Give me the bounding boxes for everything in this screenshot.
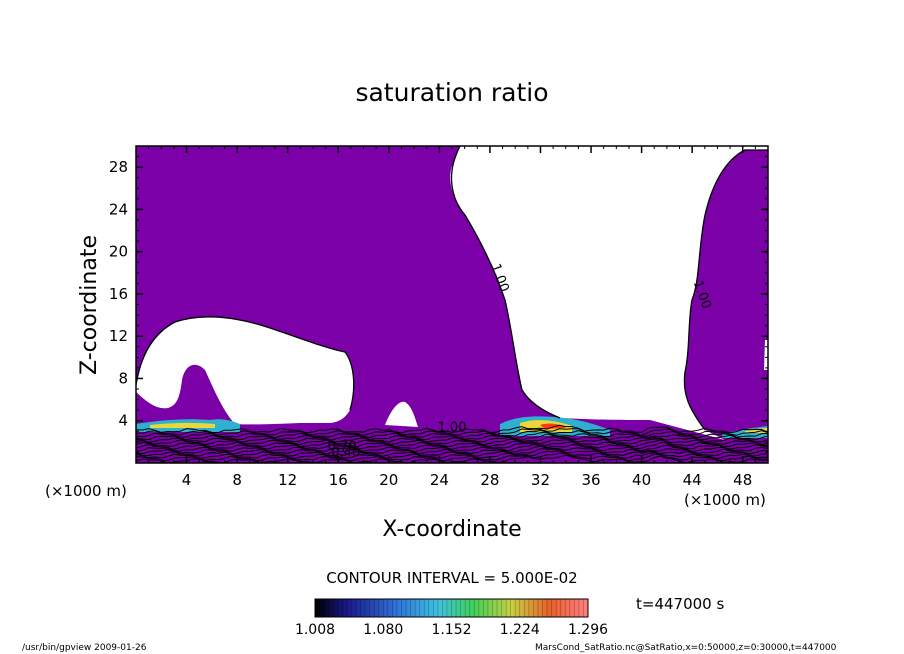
- x-tick-label: 44: [683, 471, 702, 489]
- x-tick-label: 24: [430, 471, 449, 489]
- y-tick-label: 4: [118, 412, 128, 430]
- x-tick-label: 28: [480, 471, 499, 489]
- x-axis-title: X-coordinate: [382, 517, 521, 542]
- y-tick-label: 20: [109, 243, 128, 261]
- contour-line-boundary-central: [450, 146, 561, 419]
- surface-contour-line: [136, 424, 768, 434]
- surface-contour-line: [136, 433, 768, 443]
- contour-label: 0.70: [328, 439, 357, 454]
- contour-label: 0.40: [331, 446, 360, 461]
- x-tick-label: 8: [232, 471, 242, 489]
- footer-right: MarsCond_SatRatio.nc@SatRatio,x=0:50000,…: [535, 643, 837, 653]
- colorbar-tick-label: 1.224: [500, 622, 540, 638]
- colorbar-tick-label: 1.152: [431, 622, 471, 638]
- x-tick-label: 4: [182, 471, 192, 489]
- time-label: t=447000 s: [636, 595, 724, 613]
- surface-contour-line: [136, 443, 768, 453]
- footer-left: /usr/bin/gpview 2009-01-26: [22, 643, 147, 653]
- colorbar-tick-label: 1.296: [568, 622, 608, 638]
- surface-band-center-max: [540, 423, 566, 429]
- surface-contours: [136, 424, 768, 463]
- x-tick-label: 32: [531, 471, 550, 489]
- white-region-right-edge: [764, 340, 768, 370]
- contour-interval-label: CONTOUR INTERVAL = 5.000E-02: [326, 569, 577, 587]
- y-tick-label: 28: [109, 158, 128, 176]
- y-axis-title: Z-coordinate: [77, 235, 102, 375]
- x-tick-label: 48: [733, 471, 752, 489]
- surface-contour-line: [136, 429, 768, 439]
- x-axis-unit-left: (×1000 m): [45, 482, 127, 500]
- colorbar-tick-label: 1.080: [363, 622, 403, 638]
- colorbar: [314, 598, 589, 618]
- y-axis-ticks: 4 8 12 16 20 24 28: [109, 156, 768, 453]
- colorbar-tick-label: 1.008: [295, 622, 335, 638]
- chart-title: saturation ratio: [355, 78, 548, 107]
- x-tick-label: 12: [278, 471, 297, 489]
- y-tick-label: 12: [109, 327, 128, 345]
- plot-area: [136, 146, 768, 463]
- y-tick-label: 16: [109, 285, 128, 303]
- surface-contour-line: [136, 450, 768, 460]
- surface-band-left-hot: [150, 422, 215, 428]
- surface-contour-line: [136, 452, 768, 462]
- contour-line-boundary-left: [136, 316, 355, 411]
- colorbar-stripes: [319, 599, 584, 617]
- surface-contour-line: [136, 448, 768, 457]
- contour-line-boundary-right: [683, 149, 768, 431]
- contour-label: 1.00: [438, 420, 467, 435]
- white-region-hill-a: [298, 392, 315, 418]
- white-region-left: [136, 316, 354, 425]
- surface-contour-line: [136, 431, 768, 441]
- white-region-hill-b: [385, 401, 418, 427]
- y-tick-label: 24: [109, 200, 128, 218]
- surface-contour-line: [136, 439, 768, 448]
- white-region-central: [450, 146, 768, 440]
- x-axis-unit-right: (×1000 m): [684, 491, 766, 509]
- x-tick-label: 40: [632, 471, 651, 489]
- y-tick-label: 8: [118, 369, 128, 387]
- surface-contour-line: [136, 436, 768, 446]
- surface-contour-line: [136, 428, 768, 436]
- surface-contour-line: [136, 441, 768, 450]
- colorbar-ticks: 1.008 1.080 1.152 1.224 1.296: [295, 622, 608, 638]
- x-axis-ticks: 4 8 12 16 20 24 28 32 36 40 44 48: [148, 146, 756, 489]
- x-tick-label: 16: [329, 471, 348, 489]
- x-tick-label: 36: [581, 471, 600, 489]
- x-tick-label: 20: [379, 471, 398, 489]
